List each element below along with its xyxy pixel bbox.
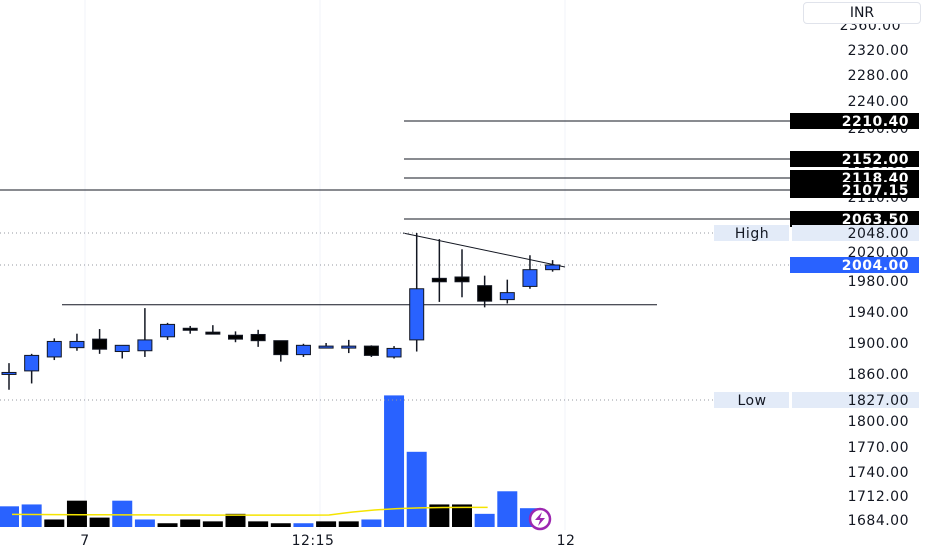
candle-body bbox=[409, 288, 425, 341]
level-tag-label: High bbox=[735, 226, 769, 242]
candle-body bbox=[250, 333, 266, 342]
volume-bar bbox=[112, 500, 133, 527]
last-price-tag bbox=[790, 257, 919, 273]
level-price-label: 2107.15 bbox=[842, 183, 909, 199]
level-price-tag bbox=[790, 113, 919, 129]
candle-body bbox=[477, 285, 493, 302]
level-price-bg bbox=[792, 392, 919, 408]
trend-line bbox=[402, 232, 566, 268]
candle-body bbox=[114, 344, 130, 353]
level-price-tag bbox=[790, 151, 919, 167]
volume-bar bbox=[384, 395, 405, 527]
candle-body bbox=[24, 354, 40, 372]
level-price-label: 2152.00 bbox=[842, 152, 909, 168]
volume-bar bbox=[497, 491, 518, 527]
price-axis: 2360.002320.002280.002240.002200.002160.… bbox=[714, 18, 919, 529]
candle-body bbox=[205, 331, 221, 335]
x-tick-label: 12:15 bbox=[292, 533, 335, 549]
level-price-tag bbox=[790, 182, 919, 198]
drawing-lines bbox=[0, 120, 790, 401]
level-tag-bg bbox=[714, 392, 789, 408]
level-tag-label: Low bbox=[737, 393, 766, 409]
volume-bar bbox=[474, 513, 495, 527]
y-tick-label: 1900.00 bbox=[848, 336, 909, 352]
candle-body bbox=[273, 340, 289, 356]
volume-bar bbox=[134, 519, 155, 527]
time-axis: 7 12:15 12 bbox=[80, 533, 575, 549]
volume-bar bbox=[361, 519, 382, 527]
candle-body bbox=[160, 323, 176, 338]
candle-body bbox=[137, 339, 153, 352]
candle-body bbox=[46, 340, 62, 358]
candle-body bbox=[545, 264, 561, 271]
volume-pane bbox=[0, 395, 540, 527]
lightning-icon bbox=[535, 512, 545, 526]
volume-bar bbox=[0, 506, 19, 527]
candle-body bbox=[363, 345, 379, 356]
level-price-label: 1827.00 bbox=[848, 393, 909, 409]
candle-body bbox=[431, 277, 447, 283]
currency-label[interactable]: INR bbox=[803, 2, 921, 24]
candle-body bbox=[386, 347, 402, 358]
candle-body bbox=[92, 338, 108, 350]
y-tick-label: 2320.00 bbox=[848, 43, 909, 59]
volume-bar bbox=[157, 523, 178, 527]
volume-bar bbox=[21, 504, 42, 527]
level-price-bg bbox=[792, 225, 919, 241]
y-tick-label: 1770.00 bbox=[848, 440, 909, 456]
volume-bar bbox=[248, 521, 269, 527]
volume-bar bbox=[429, 504, 450, 527]
level-price-tag bbox=[790, 211, 919, 227]
y-tick-label: 1980.00 bbox=[848, 274, 909, 290]
candle-body bbox=[228, 334, 243, 340]
candle-body bbox=[69, 340, 85, 349]
candle-body bbox=[499, 292, 515, 301]
y-tick-label: 1684.00 bbox=[848, 513, 909, 529]
volume-bar bbox=[406, 451, 427, 527]
candle-body bbox=[295, 344, 311, 356]
y-tick-label: 2240.00 bbox=[848, 94, 909, 110]
volume-bar bbox=[202, 521, 223, 527]
volume-bar bbox=[180, 519, 201, 527]
y-tick-label: 2280.00 bbox=[848, 68, 909, 84]
volume-bar bbox=[270, 523, 291, 527]
x-tick-label: 7 bbox=[80, 533, 89, 549]
candle-body bbox=[318, 345, 334, 349]
y-tick-label: 1800.00 bbox=[848, 414, 909, 430]
volume-bar bbox=[66, 500, 87, 527]
volume-bar bbox=[338, 521, 359, 527]
level-tag-bg bbox=[714, 225, 789, 241]
candle-body bbox=[182, 327, 198, 331]
candle-body bbox=[454, 276, 470, 283]
candle-body bbox=[1, 371, 17, 375]
lightning-badge-icon[interactable] bbox=[528, 507, 552, 531]
y-tick-label: 1940.00 bbox=[848, 305, 909, 321]
x-tick-label: 12 bbox=[557, 533, 576, 549]
level-price-label: 2210.40 bbox=[842, 114, 909, 130]
volume-bar bbox=[89, 517, 110, 527]
volume-bar bbox=[225, 513, 246, 527]
y-tick-label: 1712.00 bbox=[848, 489, 909, 505]
volume-bar bbox=[44, 519, 65, 527]
level-price-label: 2063.50 bbox=[842, 212, 909, 228]
volume-bar bbox=[316, 521, 337, 527]
volume-bar bbox=[452, 504, 472, 527]
volume-ma-line bbox=[11, 506, 488, 516]
y-tick-label: 1860.00 bbox=[848, 367, 909, 383]
last-price-label: 2004.00 bbox=[842, 258, 909, 274]
level-price-label: 2048.00 bbox=[848, 226, 909, 242]
candle-body bbox=[341, 345, 357, 349]
candle-body bbox=[522, 269, 538, 287]
candles bbox=[1, 233, 561, 390]
volume-bar bbox=[293, 523, 314, 527]
y-tick-label: 1740.00 bbox=[848, 465, 909, 481]
